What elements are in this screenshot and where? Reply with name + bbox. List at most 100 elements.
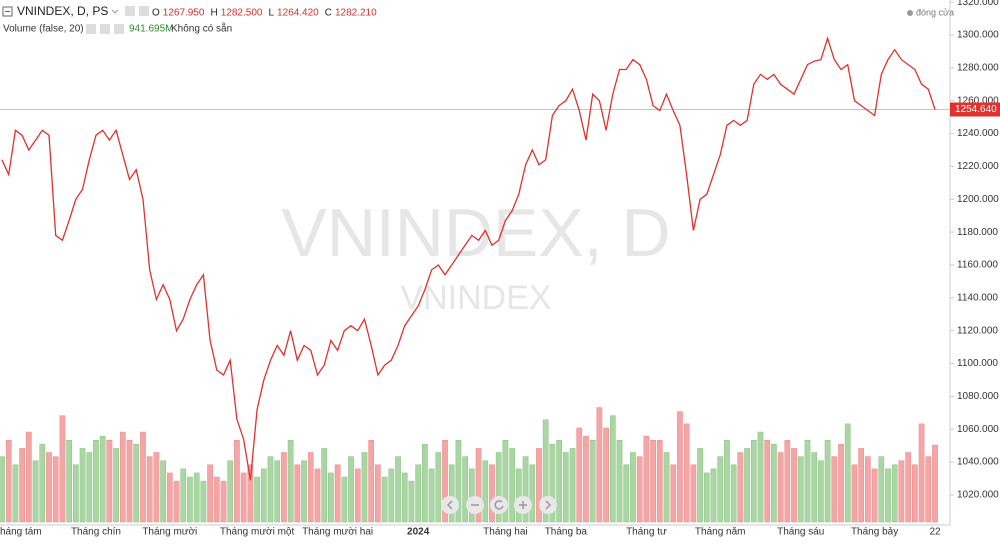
- volume-bar: [328, 472, 334, 523]
- volume-bar: [46, 452, 52, 523]
- scroll-left-icon: [446, 500, 453, 510]
- volume-bar: [166, 472, 173, 523]
- ohlc-values: O 1267.950 H 1282.500 L 1264.420 C 1282.210: [152, 8, 377, 19]
- ohlc-key: H: [211, 8, 218, 19]
- volume-bar: [321, 448, 328, 523]
- volume-bar: [146, 456, 153, 523]
- volume-bar: [589, 439, 596, 523]
- volume-bar: [502, 439, 509, 523]
- volume-bar: [455, 439, 462, 523]
- y-tick-label: 1060.000: [957, 424, 999, 435]
- volume-bar: [750, 439, 757, 523]
- volume-bar: [724, 439, 730, 523]
- volume-bar: [630, 452, 636, 523]
- volume-bar: [66, 439, 72, 523]
- volume-bar: [784, 439, 791, 523]
- volume-bar: [213, 476, 220, 523]
- volume-bar: [509, 448, 515, 523]
- volume-bar: [287, 439, 294, 523]
- volume-bar: [824, 439, 831, 523]
- ohlc-key: O: [152, 8, 160, 19]
- volume-bar: [133, 444, 140, 523]
- scroll-left-button[interactable]: [441, 496, 459, 514]
- volume-bar: [140, 431, 146, 523]
- volume-bar: [193, 472, 200, 523]
- scroll-right-icon: [545, 500, 552, 510]
- volume-bar: [274, 460, 281, 523]
- x-tick-label: Tháng ba: [545, 527, 588, 538]
- x-tick-label: Tháng mười hai: [302, 527, 373, 538]
- volume-bar: [361, 452, 368, 523]
- volume-bar: [596, 407, 603, 523]
- collapse-icon[interactable]: [2, 6, 13, 17]
- volume-bar: [267, 456, 274, 523]
- ohlc-key: L: [268, 8, 274, 19]
- volume-bar: [307, 452, 314, 523]
- volume-bar: [422, 444, 428, 523]
- y-tick-label: 1280.000: [957, 62, 999, 73]
- volume-bar: [220, 480, 227, 523]
- volume-bar: [153, 452, 160, 523]
- ohlc-value: 1264.420: [277, 8, 319, 19]
- symbol-title: VNINDEX, D, PS: [17, 4, 108, 18]
- settings-icon[interactable]: [125, 6, 135, 16]
- reset-button[interactable]: [490, 496, 508, 514]
- x-tick-label: Tháng hai: [483, 527, 527, 538]
- volume-bar: [529, 464, 536, 523]
- volume-bar: [670, 464, 677, 523]
- volume-bar: [918, 423, 925, 523]
- volume-bar: [72, 464, 79, 523]
- volume-bar: [777, 452, 784, 523]
- volume-bar: [542, 419, 549, 523]
- y-tick-label: 1220.000: [957, 161, 999, 172]
- y-tick-label: 1300.000: [957, 30, 999, 41]
- volume-bar: [489, 464, 495, 523]
- settings-icon[interactable]: [86, 24, 96, 34]
- price-line: [1, 36, 936, 481]
- volume-bar: [623, 464, 630, 523]
- volume-bar: [556, 439, 562, 523]
- volume-bar: [744, 448, 750, 523]
- volume-bar: [32, 460, 39, 523]
- scroll-right-button[interactable]: [539, 496, 557, 514]
- volume-bar: [381, 476, 388, 523]
- volume-bar: [254, 476, 260, 523]
- volume-bar: [86, 452, 93, 523]
- volume-bar: [703, 472, 710, 523]
- volume-bar: [469, 468, 475, 523]
- volume-bar: [569, 448, 576, 523]
- y-tick-label: 1320.000: [957, 0, 999, 8]
- volume-bar: [435, 452, 442, 523]
- volume-bar: [448, 464, 455, 523]
- volume-bar: [180, 468, 187, 523]
- volume-bar: [375, 464, 381, 523]
- watermark: VNINDEX, D VNINDEX: [281, 195, 670, 317]
- volume-bar: [818, 460, 824, 523]
- volume-bar: [697, 448, 703, 523]
- reset-icon: [494, 500, 504, 510]
- volume-bar: [515, 468, 522, 523]
- volume-bar: [844, 423, 851, 523]
- close-icon[interactable]: [139, 6, 149, 16]
- volume-bar: [643, 435, 650, 523]
- volume-bar: [562, 452, 569, 523]
- volume-bar: [710, 468, 717, 523]
- volume-bar: [301, 460, 307, 523]
- dropdown-icon[interactable]: [111, 9, 119, 14]
- volume-bar: [932, 444, 938, 523]
- visibility-icon[interactable]: [100, 24, 110, 34]
- volume-bar: [442, 439, 448, 523]
- volume-bar: [160, 460, 166, 523]
- volume-bar: [663, 452, 670, 523]
- close-icon[interactable]: [114, 24, 124, 34]
- x-tick-label: 2024: [407, 527, 430, 538]
- volume-title: Volume (false, 20): [3, 24, 84, 35]
- volume-bar: [240, 472, 247, 523]
- volume-bar: [19, 448, 25, 523]
- volume-bar: [912, 464, 918, 523]
- volume-bar: [106, 439, 113, 523]
- volume-bar: [905, 452, 912, 523]
- volume-bar: [636, 456, 643, 523]
- last-price-label: 1254.640: [955, 104, 997, 115]
- y-tick-label: 1260.000: [957, 95, 999, 106]
